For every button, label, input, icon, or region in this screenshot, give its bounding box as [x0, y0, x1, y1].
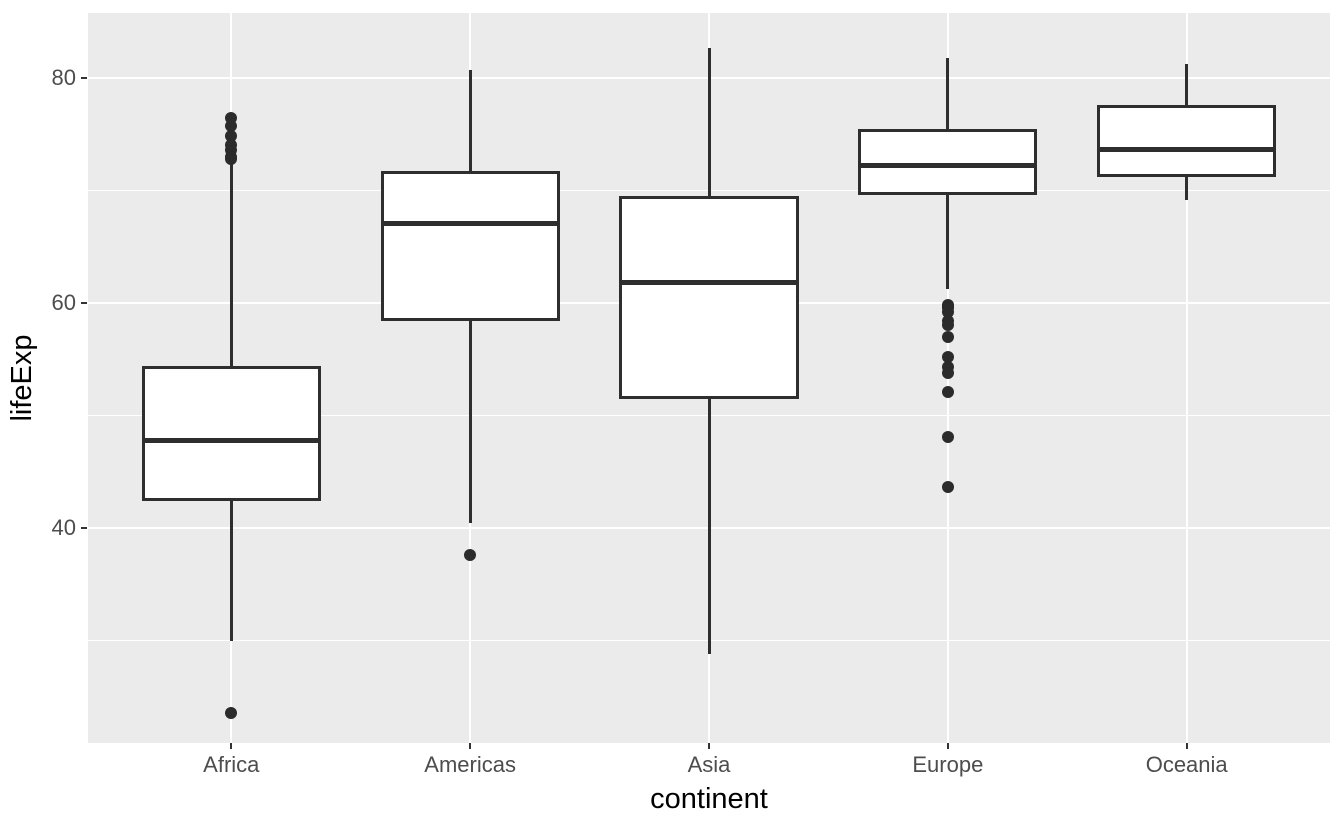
- whisker-lower-africa: [229, 501, 233, 641]
- outlier-dot-europe: [941, 430, 954, 443]
- outlier-dot-europe: [941, 366, 954, 379]
- box-oceania: [1097, 105, 1277, 177]
- whisker-lower-oceania: [1185, 176, 1189, 201]
- outlier-dot-europe: [941, 385, 954, 398]
- outlier-dot-africa: [225, 152, 238, 165]
- median-line-oceania: [1097, 146, 1277, 152]
- whisker-upper-africa: [229, 164, 233, 366]
- x-tick-label-europe: Europe: [912, 752, 984, 777]
- median-line-asia: [619, 280, 799, 286]
- outlier-dot-europe: [941, 319, 954, 332]
- outlier-dot-africa: [225, 120, 238, 133]
- whisker-upper-europe: [946, 57, 950, 129]
- x-tick-mark-africa: [230, 743, 233, 749]
- x-tick-label-americas: Americas: [424, 752, 516, 777]
- whisker-lower-europe: [946, 195, 950, 290]
- y-tick-label-80: 80: [51, 64, 76, 90]
- outlier-dot-africa: [225, 130, 238, 143]
- median-line-americas: [380, 221, 560, 226]
- outlier-dot-europe: [941, 350, 954, 363]
- y-tick-label-40: 40: [51, 514, 76, 540]
- y-tick-label-60: 60: [51, 289, 76, 315]
- x-tick-mark-europe: [946, 743, 949, 749]
- y-axis-title: lifeExp: [6, 334, 38, 422]
- y-tick-mark-60: [81, 301, 87, 304]
- median-line-europe: [858, 162, 1038, 168]
- median-line-africa: [141, 437, 321, 443]
- box-europe: [858, 128, 1038, 196]
- x-tick-mark-oceania: [1185, 743, 1188, 749]
- outlier-dot-europe: [941, 330, 954, 343]
- box-asia: [619, 195, 799, 400]
- whisker-lower-americas: [468, 320, 472, 524]
- x-tick-mark-americas: [469, 743, 472, 749]
- gridline-x-oceania: [1185, 13, 1188, 743]
- whisker-upper-americas: [468, 70, 472, 172]
- y-tick-mark-40: [81, 526, 87, 529]
- x-tick-label-africa: Africa: [203, 752, 260, 777]
- outlier-dot-europe: [941, 481, 954, 494]
- x-tick-label-oceania: Oceania: [1145, 752, 1228, 777]
- outlier-dot-africa: [225, 706, 238, 719]
- whisker-upper-oceania: [1185, 63, 1189, 106]
- whisker-upper-asia: [707, 48, 711, 196]
- x-tick-mark-asia: [708, 743, 710, 749]
- plot-panel: [88, 13, 1330, 743]
- outlier-dot-americas: [464, 549, 477, 561]
- whisker-lower-asia: [707, 399, 711, 655]
- y-tick-mark-80: [81, 76, 87, 79]
- x-axis-title: continent: [650, 783, 768, 815]
- box-africa: [141, 365, 321, 502]
- box-americas: [380, 171, 560, 321]
- x-tick-label-asia: Asia: [687, 752, 731, 777]
